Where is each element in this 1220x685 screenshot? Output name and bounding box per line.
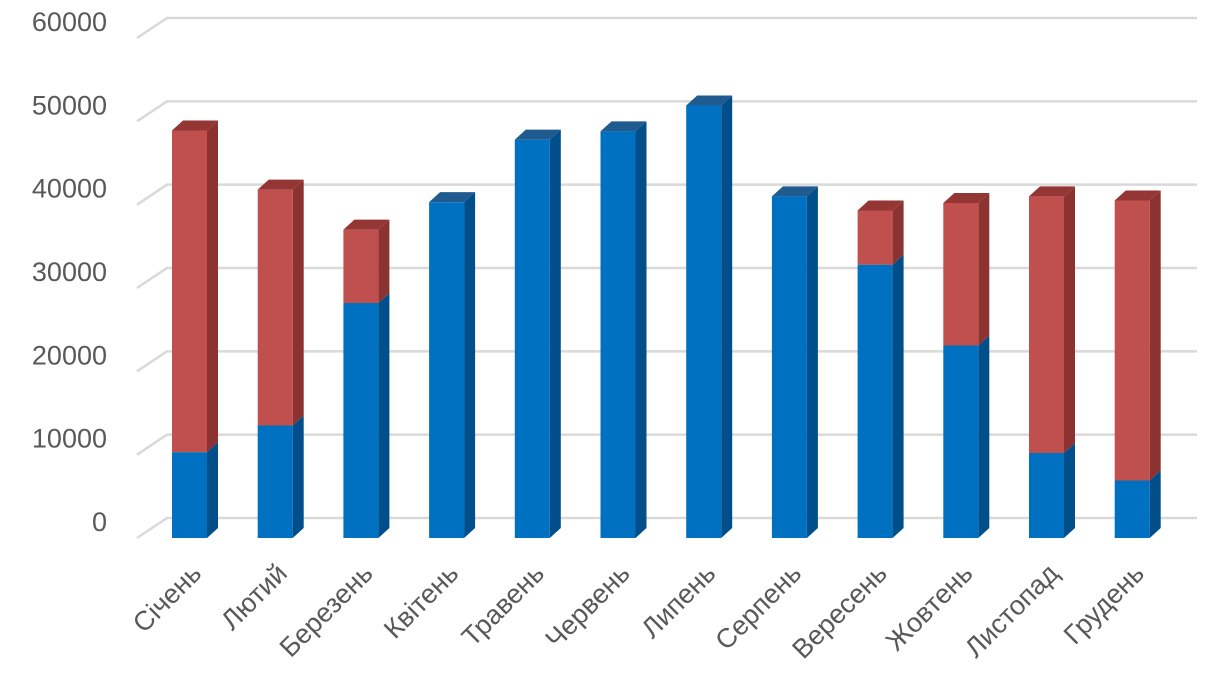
- bar-side: [378, 219, 390, 303]
- bar-top: [343, 219, 390, 230]
- gridline: [136, 100, 1197, 123]
- bar-side: [1149, 190, 1161, 481]
- bar-top: [257, 179, 304, 190]
- y-tick-label: 30000: [32, 257, 107, 287]
- bar-segment: [257, 425, 293, 538]
- bar-side: [1064, 443, 1075, 538]
- y-tick-label: 60000: [32, 7, 107, 37]
- bar-top: [857, 200, 904, 211]
- bar-stack-8: [771, 186, 818, 539]
- bar-segment: [172, 130, 207, 453]
- y-tick-label: 0: [92, 507, 107, 537]
- y-tick-label: 40000: [32, 174, 107, 204]
- x-tick-label: Травень: [456, 558, 550, 652]
- bar-side: [292, 179, 304, 426]
- gridline: [136, 433, 1197, 456]
- bar-side: [549, 129, 561, 538]
- bar-stack-1: [172, 120, 218, 538]
- bar-side: [721, 95, 733, 538]
- bar-side: [806, 186, 818, 539]
- bar-side: [1149, 470, 1161, 538]
- x-tick-label: Січень: [127, 558, 207, 638]
- bar-segment: [1114, 480, 1150, 538]
- bar-segment: [686, 105, 722, 538]
- bar-segment: [429, 202, 465, 538]
- y-axis-tick-labels: 0 10000 20000 30000 40000 50000 60000: [32, 7, 107, 537]
- bar-stack-2: [257, 179, 304, 538]
- bar-segment: [600, 131, 636, 539]
- x-tick-label: Грудень: [1058, 558, 1150, 650]
- bar-segment: [1029, 453, 1064, 538]
- bar-segment: [343, 303, 379, 538]
- bar-top: [172, 120, 218, 131]
- gridline: [136, 266, 1197, 290]
- bars: [172, 95, 1161, 539]
- x-tick-label: Квітень: [378, 558, 464, 644]
- gridlines: [136, 16, 1197, 540]
- bar-segment: [172, 452, 207, 538]
- gridline: [136, 516, 1197, 540]
- bar-side: [464, 192, 476, 538]
- bar-side: [1064, 186, 1075, 454]
- bar-stack-3: [343, 219, 390, 538]
- bar-side: [207, 442, 218, 538]
- x-tick-label: Березень: [274, 558, 379, 663]
- bar-stack-9: [857, 200, 904, 538]
- bar-stack-10: [943, 193, 990, 538]
- bar-stack-11: [1029, 186, 1075, 538]
- bar-segment: [857, 264, 893, 538]
- bar-stack-7: [686, 95, 733, 538]
- y-tick-label: 20000: [32, 340, 107, 370]
- bar-top: [1114, 190, 1161, 201]
- bar-side: [978, 335, 990, 538]
- bar-top: [514, 129, 561, 140]
- gridline: [136, 16, 1197, 40]
- bar-segment: [1114, 200, 1150, 481]
- bar-segment: [771, 196, 807, 539]
- bar-segment: [943, 345, 979, 538]
- bar-segment: [943, 203, 979, 346]
- bar-top: [686, 95, 733, 106]
- bar-segment: [514, 139, 550, 538]
- bar-stack-6: [600, 121, 647, 539]
- bar-top: [1029, 186, 1075, 197]
- bar-segment: [343, 229, 379, 303]
- bar-side: [978, 193, 990, 346]
- bar-stack-5: [514, 129, 561, 538]
- gridline: [136, 350, 1197, 373]
- x-tick-label: Вересень: [786, 558, 892, 664]
- x-tick-label: Листопад: [959, 558, 1064, 663]
- bar-side: [635, 121, 647, 538]
- bar-stack-12: [1114, 190, 1161, 538]
- bar-top: [600, 121, 647, 132]
- x-tick-label: Липень: [636, 558, 722, 644]
- bar-stack-4: [429, 192, 476, 538]
- bar-top: [943, 193, 990, 203]
- y-tick-label: 10000: [32, 424, 107, 454]
- bar-segment: [857, 210, 893, 265]
- gridline: [136, 183, 1197, 206]
- bar-side: [207, 120, 218, 453]
- y-tick-label: 50000: [32, 90, 107, 120]
- x-tick-label: Лютий: [215, 558, 293, 636]
- bar-top: [429, 192, 476, 203]
- bar-segment: [1029, 196, 1064, 454]
- bar-side: [292, 415, 304, 538]
- x-tick-label: Червень: [540, 558, 636, 654]
- bar-segment: [257, 189, 293, 426]
- bar-side: [378, 293, 390, 538]
- bar-side: [892, 200, 904, 265]
- bar-top: [771, 186, 818, 197]
- bar-side: [892, 254, 904, 538]
